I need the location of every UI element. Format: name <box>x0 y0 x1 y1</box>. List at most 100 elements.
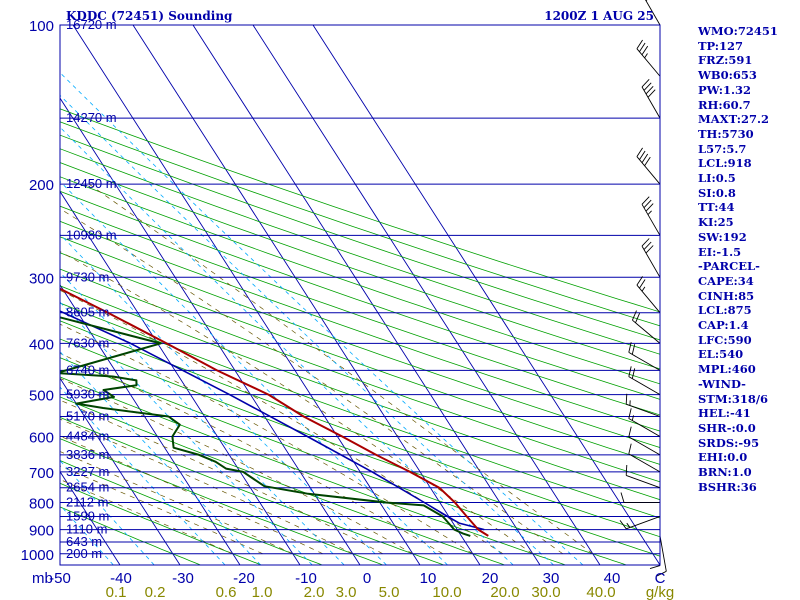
wind-barb <box>628 366 661 396</box>
temperature-tick-label: 0 <box>363 570 371 587</box>
wind-barb <box>625 393 661 417</box>
index-line: KI:25 <box>698 215 734 230</box>
index-line: BSHR:36 <box>698 479 757 494</box>
mixing-ratio-line <box>60 233 387 565</box>
dry-adiabat-line <box>60 285 660 501</box>
dry-adiabat-line <box>60 176 660 385</box>
moist-adiabat-line <box>60 479 233 555</box>
mixing-ratio-line <box>60 72 584 565</box>
index-line: LCL:918 <box>698 156 752 171</box>
isotherm-line <box>72 25 421 565</box>
index-line: LCL:875 <box>698 303 752 318</box>
dry-adiabat-line <box>60 302 660 519</box>
pressure-tick-label: 1000 <box>21 547 54 564</box>
temperature-tick-label: 20 <box>482 570 499 587</box>
dry-adiabat-line <box>60 460 323 565</box>
moist-adiabat-line <box>60 465 263 555</box>
index-line: HEL:-41 <box>698 406 751 421</box>
index-line: SRDS:-95 <box>698 435 760 450</box>
index-line: EI:-1.5 <box>698 244 742 259</box>
wind-barb <box>628 426 661 456</box>
index-line: SW:192 <box>698 229 747 244</box>
pressure-tick-label: 800 <box>29 496 54 513</box>
height-label: 10980 m <box>66 227 117 242</box>
wind-barb <box>636 39 661 77</box>
wind-barb <box>628 408 661 437</box>
index-line: FRZ:591 <box>698 53 753 68</box>
height-label: 7630 m <box>66 335 109 350</box>
index-line: MPL:460 <box>698 362 756 377</box>
temperature-tick-label: -30 <box>172 570 194 587</box>
wind-barb <box>628 443 661 473</box>
isotherm-line <box>60 377 181 565</box>
index-line: TH:5730 <box>698 126 754 141</box>
moist-adiabat-line <box>60 399 383 555</box>
pressure-tick-label: 700 <box>29 465 54 482</box>
isotherm-line <box>132 25 481 565</box>
mixing-ratio-line <box>60 301 313 565</box>
mixing-ratio-tick-label: 1.0 <box>252 584 273 600</box>
wind-barb-column <box>619 0 667 577</box>
moist-adiabat-line <box>88 183 594 555</box>
index-line: TT:44 <box>698 200 735 215</box>
temperature-tick-label: -50 <box>49 570 71 587</box>
temperature-tick-label: C <box>655 570 666 587</box>
index-line: RH:60.7 <box>698 97 751 112</box>
temperature-tick-label: -10 <box>295 570 317 587</box>
index-line: WMO:72451 <box>698 24 778 38</box>
dry-adiabat-line <box>60 416 444 565</box>
wind-barb <box>656 535 667 577</box>
dry-adiabat-line <box>60 268 660 483</box>
wind-barb <box>631 310 661 344</box>
background-grid <box>60 25 660 565</box>
temperature-tick-label: 10 <box>420 570 437 587</box>
index-line: EL:540 <box>698 347 744 362</box>
station-title: KDDC (72451) Sounding <box>66 9 233 23</box>
isotherm-line <box>252 25 601 565</box>
mixing-ratio-line <box>60 180 448 565</box>
dry-adiabat-line <box>60 205 660 416</box>
height-label: 5170 m <box>66 409 109 424</box>
moist-adiabat-line <box>60 323 473 555</box>
index-line: L57:5.7 <box>698 141 747 156</box>
mixing-ratio-line <box>60 271 345 565</box>
index-line: SI:0.8 <box>698 185 736 200</box>
dry-adiabat-line <box>60 252 660 465</box>
dry-adiabat-line <box>60 236 660 449</box>
dry-adiabat-line <box>60 396 505 565</box>
mixing-ratio-line <box>60 386 226 565</box>
sounding-profiles <box>60 287 489 537</box>
wind-barb <box>628 342 661 371</box>
mixing-ratio-line <box>60 126 514 565</box>
mixing-ratio-tick-label: 2.0 <box>304 584 325 600</box>
dry-adiabat-line <box>60 190 660 400</box>
isotherm-line <box>60 284 241 565</box>
wind-barb <box>641 196 661 236</box>
stability-indices-panel: WMO:72451 TP:127 FRZ:591 WB0:653 PW:1.32 RH:6… <box>698 24 798 495</box>
pressure-tick-label: 900 <box>29 523 54 540</box>
pressure-tick-label: 300 <box>29 270 54 287</box>
height-label: 14270 m <box>66 110 117 125</box>
height-label: 3227 m <box>66 464 109 479</box>
dry-adiabat-line <box>60 320 660 538</box>
mixing-ratio-tick-label: 0.6 <box>216 584 237 600</box>
index-line: CAPE:34 <box>698 273 754 288</box>
temperature-tick-label: -20 <box>233 570 255 587</box>
dry-adiabat-line <box>60 438 384 565</box>
moist-adiabat-line <box>60 418 353 555</box>
index-line: -WIND- <box>698 376 746 391</box>
dry-adiabat-line <box>60 506 201 565</box>
temperature-tick-label: 40 <box>604 570 621 587</box>
dry-adiabat-line <box>60 376 566 565</box>
mixing-ratio-tick-label: g/kg <box>646 584 674 600</box>
dry-adiabat-line <box>60 220 660 432</box>
height-label: 9730 m <box>66 269 109 284</box>
valid-time: 1200Z 1 AUG 25 <box>544 9 654 23</box>
index-line: WB0:653 <box>698 68 757 83</box>
mixing-ratio-line <box>60 504 114 565</box>
moist-adiabat-line <box>60 451 293 555</box>
height-label: 16720 m <box>66 17 117 32</box>
height-label: 2654 m <box>66 480 109 495</box>
height-label: 2112 m <box>66 495 108 510</box>
